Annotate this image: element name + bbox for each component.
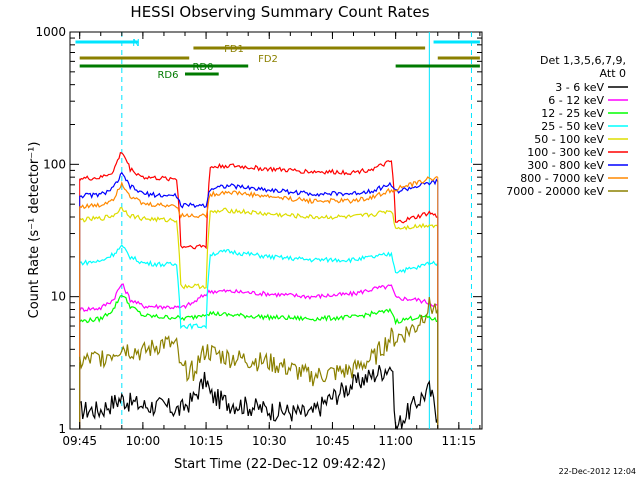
vline-layer [121,32,472,429]
flag-bar-label: FD1 [224,44,244,55]
y-tick-label: 10 [51,290,66,304]
legend-header: Att 0 [600,67,626,80]
flag-layer: N FD1 FD2 RD0 RD6 [75,38,480,81]
y-tick-label: 100 [43,157,66,171]
chart-title: HESSI Observing Summary Count Rates [130,3,429,21]
plot-frame [69,31,483,430]
series-line [79,171,439,209]
series-line [79,243,439,331]
flag-bar-label: N [132,38,139,49]
legend-label: 12 - 25 keV [541,107,604,120]
legend-header: Det 1,3,5,6,7,9, [540,54,626,67]
x-tick-label: 11:15 [442,434,477,448]
legend-label: 100 - 300 keV [527,146,604,159]
y-axis-label: Count Rate (s⁻¹ detector⁻¹) [27,142,42,319]
y-tick-label: 1000 [35,25,66,39]
x-tick-label: 09:45 [62,434,97,448]
legend-label: 7000 - 20000 keV [506,185,604,198]
x-tick-label: 10:00 [126,434,161,448]
x-tick-label: 10:45 [315,434,350,448]
flag-bar-label: RD0 [192,62,213,73]
series-line [79,207,439,290]
legend-label: 25 - 50 keV [541,120,604,133]
y-tick-label: 1 [58,422,66,436]
legend-label: 50 - 100 keV [534,133,604,146]
series-line [79,283,439,313]
y-axis: 1 10 100 1000 [35,25,482,436]
series-line [79,297,439,387]
x-tick-label: 10:30 [252,434,287,448]
x-tick-label: 11:00 [378,434,413,448]
series-line [79,176,438,219]
legend-label: 300 - 800 keV [527,159,604,172]
legend-label: 800 - 7000 keV [520,172,604,185]
timestamp: 22-Dec-2012 12:04 [559,467,636,476]
flag-bar-label: FD2 [258,54,278,65]
flag-bar-label: RD6 [157,70,178,81]
x-axis: 09:45 10:00 10:15 10:30 10:45 11:00 11:15 [62,32,481,448]
x-tick-label: 10:15 [189,434,224,448]
series-line [79,152,438,250]
plot-area [69,31,483,430]
series-line [79,365,439,430]
series-layer [79,152,439,430]
x-axis-label: Start Time (22-Dec-12 09:42:42) [174,457,386,472]
legend-label: 3 - 6 keV [555,81,604,94]
series-line [79,295,438,326]
legend-label: 6 - 12 keV [548,94,604,107]
